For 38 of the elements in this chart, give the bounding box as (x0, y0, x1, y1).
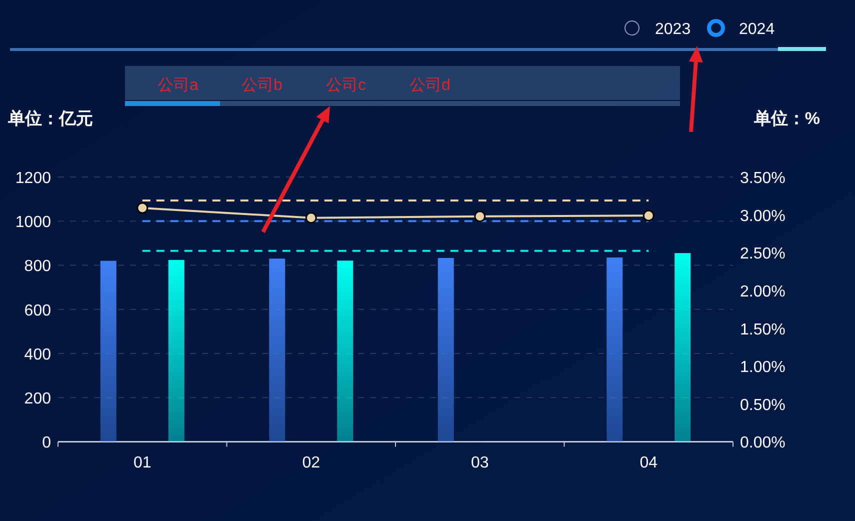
y2-tick-label: 2.00% (740, 283, 786, 300)
y-tick-label: 400 (24, 346, 52, 364)
y-tick-label: 600 (24, 302, 52, 320)
x-tick-label: 04 (640, 454, 658, 472)
text: 2024 (739, 21, 775, 38)
y-tick-label: 0 (42, 434, 52, 452)
y2-tick-label: 3.50% (740, 170, 786, 187)
y-tick-label: 1000 (15, 214, 52, 232)
y-axis-title: 单位：亿元 (7, 109, 93, 128)
text: 公司c (326, 77, 366, 94)
y2-tick-label: 1.50% (740, 321, 786, 338)
x-tick-label: 02 (302, 454, 320, 472)
text: 2023 (655, 21, 691, 38)
text: 公司a (158, 77, 199, 94)
bar (100, 260, 116, 442)
point (136, 202, 148, 214)
text: 公司d (410, 77, 450, 94)
y-tick-label: 1200 (15, 170, 52, 187)
y2-axis-title: 单位：% (752, 109, 820, 128)
y-tick-label: 200 (24, 390, 52, 408)
bar (674, 253, 691, 442)
y-tick-label: 800 (24, 258, 52, 276)
point (305, 212, 317, 224)
y2-tick-label: 0.00% (740, 434, 786, 452)
bar (606, 258, 623, 442)
y2-tick-label: 0.50% (740, 396, 786, 414)
y2-tick-label: 3.00% (740, 208, 786, 225)
x-tick-label: 01 (133, 454, 152, 472)
bar (168, 260, 184, 442)
bar (438, 258, 454, 442)
bar (337, 260, 354, 442)
y2-tick-label: 2.50% (740, 246, 786, 263)
y2-tick-label: 1.00% (740, 359, 786, 376)
bar (269, 258, 286, 442)
point (642, 210, 654, 222)
text: 公司b (242, 77, 283, 94)
point (474, 210, 486, 222)
x-tick-label: 03 (470, 454, 489, 472)
